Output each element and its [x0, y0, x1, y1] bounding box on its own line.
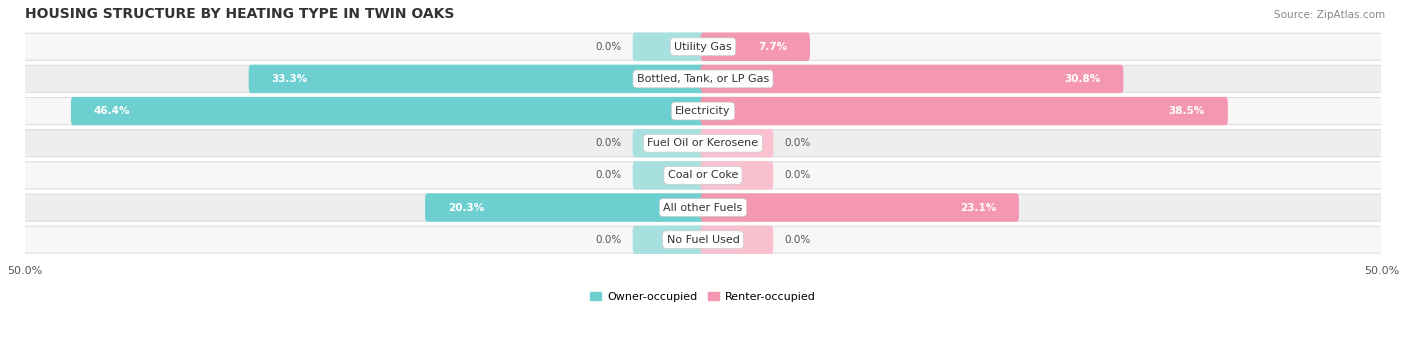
Legend: Owner-occupied, Renter-occupied: Owner-occupied, Renter-occupied: [586, 287, 820, 306]
Text: 0.0%: 0.0%: [595, 235, 621, 245]
FancyBboxPatch shape: [24, 162, 1382, 189]
FancyBboxPatch shape: [700, 161, 773, 190]
Text: Bottled, Tank, or LP Gas: Bottled, Tank, or LP Gas: [637, 74, 769, 84]
FancyBboxPatch shape: [700, 33, 810, 61]
Text: 0.0%: 0.0%: [785, 235, 811, 245]
Text: 38.5%: 38.5%: [1168, 106, 1205, 116]
FancyBboxPatch shape: [633, 161, 706, 190]
Text: Coal or Coke: Coal or Coke: [668, 170, 738, 181]
FancyBboxPatch shape: [70, 97, 706, 125]
Text: Source: ZipAtlas.com: Source: ZipAtlas.com: [1274, 10, 1385, 20]
Text: 0.0%: 0.0%: [595, 138, 621, 148]
FancyBboxPatch shape: [24, 65, 1382, 92]
Text: 20.3%: 20.3%: [449, 203, 484, 212]
Text: 46.4%: 46.4%: [94, 106, 131, 116]
Text: 23.1%: 23.1%: [960, 203, 995, 212]
Text: 0.0%: 0.0%: [595, 42, 621, 52]
Text: All other Fuels: All other Fuels: [664, 203, 742, 212]
FancyBboxPatch shape: [633, 33, 706, 61]
Text: No Fuel Used: No Fuel Used: [666, 235, 740, 245]
FancyBboxPatch shape: [24, 130, 1382, 157]
Text: Utility Gas: Utility Gas: [675, 42, 731, 52]
Text: 0.0%: 0.0%: [785, 138, 811, 148]
FancyBboxPatch shape: [700, 129, 773, 157]
FancyBboxPatch shape: [425, 193, 706, 222]
FancyBboxPatch shape: [700, 65, 1123, 93]
FancyBboxPatch shape: [24, 194, 1382, 221]
Text: 0.0%: 0.0%: [595, 170, 621, 181]
Text: 30.8%: 30.8%: [1064, 74, 1101, 84]
Text: Fuel Oil or Kerosene: Fuel Oil or Kerosene: [647, 138, 759, 148]
Text: 0.0%: 0.0%: [785, 170, 811, 181]
Text: 33.3%: 33.3%: [271, 74, 308, 84]
FancyBboxPatch shape: [24, 226, 1382, 253]
Text: Electricity: Electricity: [675, 106, 731, 116]
FancyBboxPatch shape: [700, 97, 1227, 125]
FancyBboxPatch shape: [633, 225, 706, 254]
Text: HOUSING STRUCTURE BY HEATING TYPE IN TWIN OAKS: HOUSING STRUCTURE BY HEATING TYPE IN TWI…: [24, 7, 454, 21]
FancyBboxPatch shape: [633, 129, 706, 157]
FancyBboxPatch shape: [24, 33, 1382, 60]
FancyBboxPatch shape: [249, 65, 706, 93]
Text: 7.7%: 7.7%: [758, 42, 787, 52]
FancyBboxPatch shape: [24, 98, 1382, 124]
FancyBboxPatch shape: [700, 193, 1019, 222]
FancyBboxPatch shape: [700, 225, 773, 254]
